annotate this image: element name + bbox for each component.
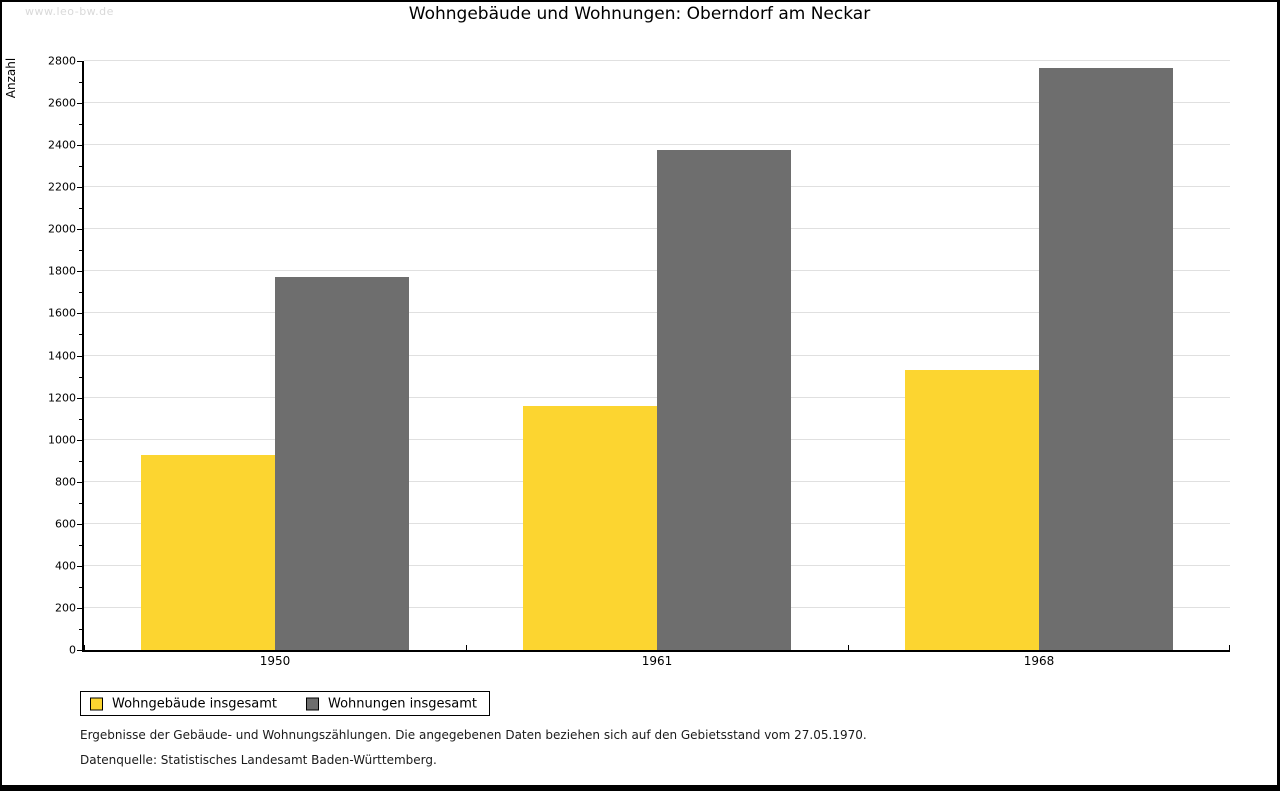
y-minor-tick-1700: [79, 292, 82, 294]
y-minor-tick-1100: [79, 418, 82, 420]
y-tick-2400: [77, 145, 82, 147]
y-tick-2000: [77, 229, 82, 231]
legend-swatch-yellow: [90, 697, 103, 710]
y-minor-tick-2100: [79, 208, 82, 210]
y-tick-400: [77, 565, 82, 567]
y-tick-label-2000: 2000: [48, 222, 76, 236]
y-tick-2600: [77, 103, 82, 105]
y-tick-label-800: 800: [55, 475, 76, 489]
watermark: www.leo-bw.de: [25, 5, 114, 18]
legend-item-wohngebaeude: Wohngebäude insgesamt: [90, 696, 277, 711]
plot-area: 0 200 400 600 800 1000 1200 1400 1600 1800 2000 220…: [48, 55, 1230, 668]
y-minor-tick-1300: [79, 376, 82, 378]
y-tick-1400: [77, 355, 82, 357]
y-minor-tick-500: [79, 544, 82, 546]
y-tick-600: [77, 523, 82, 525]
bar-1961-wohnungen: [657, 150, 791, 650]
y-tick-label-0: 0: [69, 643, 76, 657]
x-category-label-1968: 1968: [1023, 654, 1055, 668]
bar-1950-wohngebaeude: [141, 455, 275, 650]
y-tick-1800: [77, 271, 82, 273]
y-tick-1200: [77, 397, 82, 399]
y-tick-label-1800: 1800: [48, 264, 76, 278]
bar-1950-wohnungen: [275, 276, 409, 650]
y-axis-title: Anzahl: [4, 57, 18, 99]
legend-label: Wohngebäude insgesamt: [112, 696, 277, 711]
y-tick-0: [77, 650, 82, 651]
gridline-2400: [84, 144, 1230, 146]
y-minor-tick-2500: [79, 124, 82, 126]
x-category-label-1950: 1950: [259, 654, 291, 668]
legend-swatch-gray: [306, 697, 319, 710]
y-tick-label-600: 600: [55, 517, 76, 531]
y-tick-2800: [77, 61, 82, 62]
y-tick-label-1200: 1200: [48, 391, 76, 405]
y-tick-label-1600: 1600: [48, 306, 76, 320]
x-category-label-1961: 1961: [641, 654, 673, 668]
y-tick-200: [77, 607, 82, 609]
bar-1968-wohngebaeude: [905, 370, 1039, 650]
y-tick-label-400: 400: [55, 559, 76, 573]
y-tick-label-2600: 2600: [48, 96, 76, 110]
y-minor-tick-2700: [79, 82, 82, 84]
y-tick-1000: [77, 439, 82, 441]
legend-label: Wohnungen insgesamt: [328, 696, 477, 711]
y-minor-tick-2300: [79, 166, 82, 168]
y-minor-tick-700: [79, 502, 82, 504]
y-tick-label-200: 200: [55, 601, 76, 615]
y-tick-label-2400: 2400: [48, 138, 76, 152]
gridline-2800: [84, 60, 1230, 61]
y-tick-label-2200: 2200: [48, 180, 76, 194]
bar-1961-wohngebaeude: [523, 406, 657, 650]
x-boundary-tick-0: [84, 645, 85, 650]
footer-note-datasource: Datenquelle: Statistisches Landesamt Bad…: [80, 753, 437, 767]
x-boundary-tick-2: [848, 645, 849, 650]
y-minor-tick-900: [79, 460, 82, 462]
y-tick-label-2800: 2800: [48, 54, 76, 68]
y-minor-tick-300: [79, 586, 82, 588]
legend-box: Wohngebäude insgesamt Wohnungen insgesam…: [80, 691, 490, 716]
gridline-2600: [84, 102, 1230, 104]
x-boundary-tick-1: [466, 645, 467, 650]
legend-item-wohnungen: Wohnungen insgesamt: [306, 696, 477, 711]
x-boundary-tick-3: [1229, 645, 1230, 650]
y-tick-2200: [77, 187, 82, 189]
y-tick-1600: [77, 313, 82, 315]
footer-note-source-period: Ergebnisse der Gebäude- und Wohnungszähl…: [80, 728, 867, 742]
y-tick-label-1400: 1400: [48, 349, 76, 362]
y-minor-tick-100: [79, 628, 82, 630]
bar-1968-wohnungen: [1039, 68, 1173, 650]
chart-title: Wohngebäude und Wohnungen: Oberndorf am …: [408, 4, 871, 24]
y-tick-label-1000: 1000: [48, 433, 76, 447]
y-tick-800: [77, 481, 82, 483]
y-minor-tick-1900: [79, 250, 82, 252]
y-minor-tick-1500: [79, 334, 82, 336]
